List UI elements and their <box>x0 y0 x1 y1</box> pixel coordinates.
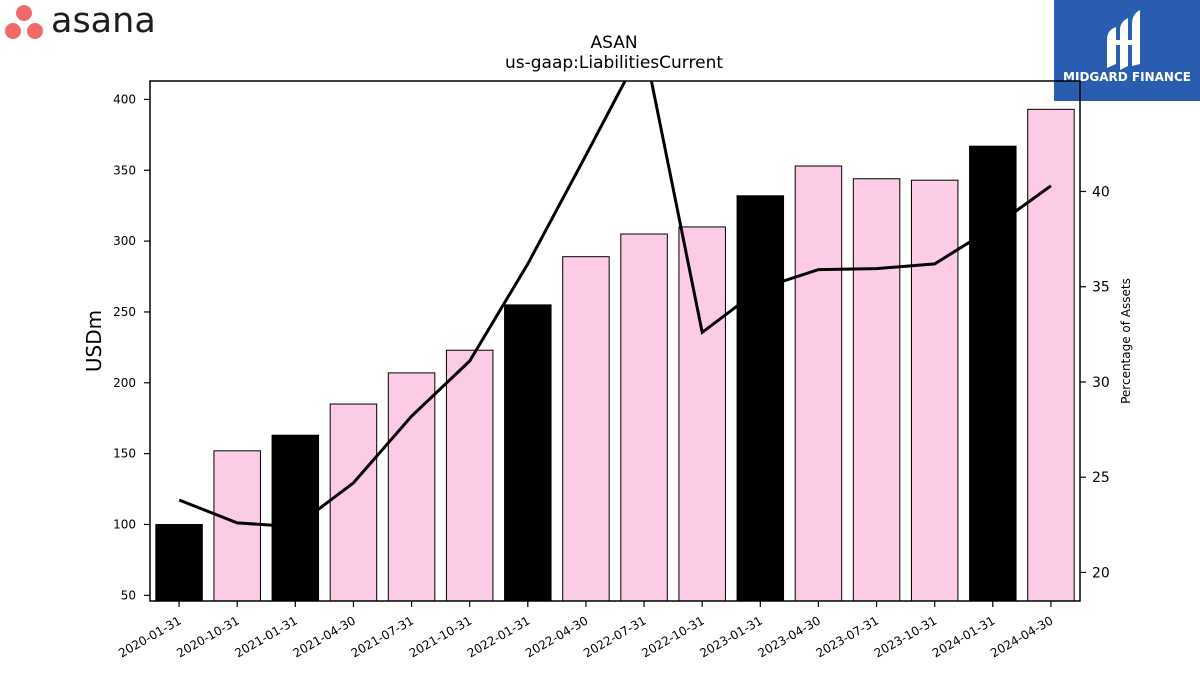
y2-tick-label: 30 <box>1092 375 1110 391</box>
bar-2021-07-31 <box>387 372 436 602</box>
x-tick-label: 2023-04-30 <box>756 613 823 660</box>
bar-2021-04-30 <box>329 403 378 602</box>
plot-frame <box>149 80 1081 602</box>
bar-2023-01-31 <box>736 195 785 602</box>
y-tick-label: 400 <box>113 92 136 106</box>
y-tick-label: 300 <box>113 234 136 248</box>
asana-wordmark: asana <box>51 1 156 41</box>
bar-2023-04-30 <box>794 165 843 602</box>
bar-2021-10-31 <box>445 349 494 602</box>
left-y-axis: 50 100 150 200 250 300 350 400 <box>113 92 150 602</box>
bar-2022-07-31 <box>620 233 668 602</box>
x-tick-label: 2020-01-31 <box>116 613 183 660</box>
bar-2023-10-31 <box>910 179 959 602</box>
bar-2023-07-31 <box>852 178 901 602</box>
x-tick-label: 2023-10-31 <box>872 613 939 660</box>
bar-2022-01-31 <box>504 304 552 602</box>
bars-layer <box>155 108 1075 602</box>
bar-2022-10-31 <box>678 226 726 602</box>
percentage-line <box>178 81 1052 529</box>
chart-subtitle: us-gaap:LiabilitiesCurrent <box>505 53 723 73</box>
y2-tick-label: 40 <box>1092 184 1110 200</box>
asana-dot-right <box>27 23 43 39</box>
x-tick-label: 2021-07-31 <box>349 613 416 660</box>
x-tick-label: 2022-01-31 <box>465 613 532 660</box>
bar-2020-10-31 <box>213 450 261 602</box>
right-y-axis: 20 25 30 35 40 <box>1080 184 1110 581</box>
x-tick-label: 2023-01-31 <box>697 613 764 660</box>
x-tick-label: 2023-07-31 <box>814 613 881 660</box>
bar-2020-01-31 <box>155 523 203 602</box>
y2-tick-label: 35 <box>1092 280 1110 296</box>
x-tick-label: 2021-01-31 <box>232 613 299 660</box>
midgard-finance-logo: MIDGARD FINANCE <box>1054 0 1200 101</box>
x-tick-label: 2021-10-31 <box>407 613 474 660</box>
bar-2024-04-30 <box>1027 108 1075 602</box>
x-tick-label: 2024-01-31 <box>930 613 997 660</box>
x-axis: 2020-01-312020-10-312021-01-312021-04-30… <box>116 601 1055 660</box>
x-tick-label: 2022-04-30 <box>523 613 590 660</box>
x-tick-label: 2020-10-31 <box>174 613 241 660</box>
bar-2021-01-31 <box>271 434 320 602</box>
y-tick-label: 200 <box>113 376 136 390</box>
y-tick-label: 100 <box>113 517 136 531</box>
asana-logo: asana <box>0 0 200 46</box>
y-tick-label: 250 <box>113 305 136 319</box>
bar-2022-04-30 <box>562 256 610 602</box>
x-tick-label: 2024-04-30 <box>988 613 1055 660</box>
line-layer <box>178 81 1052 529</box>
y-tick-label: 350 <box>113 163 136 177</box>
y2-tick-label: 20 <box>1092 565 1110 581</box>
bar-2024-01-31 <box>969 145 1017 602</box>
x-tick-label: 2022-10-31 <box>639 613 706 660</box>
midgard-wordmark: MIDGARD FINANCE <box>1063 70 1191 84</box>
x-tick-label: 2021-04-30 <box>291 613 358 660</box>
y2-axis-label: Percentage of Assets <box>1119 278 1133 404</box>
x-tick-label: 2022-07-31 <box>581 613 648 660</box>
y-tick-label: 50 <box>121 588 136 602</box>
y2-tick-label: 25 <box>1092 470 1110 486</box>
midgard-emblem-icon <box>1107 10 1140 70</box>
asana-dot-top <box>16 5 32 21</box>
y-tick-label: 150 <box>113 447 136 461</box>
y-axis-label: USDm <box>82 310 106 372</box>
asana-dot-left <box>5 23 21 39</box>
chart-title: ASAN <box>590 33 637 53</box>
